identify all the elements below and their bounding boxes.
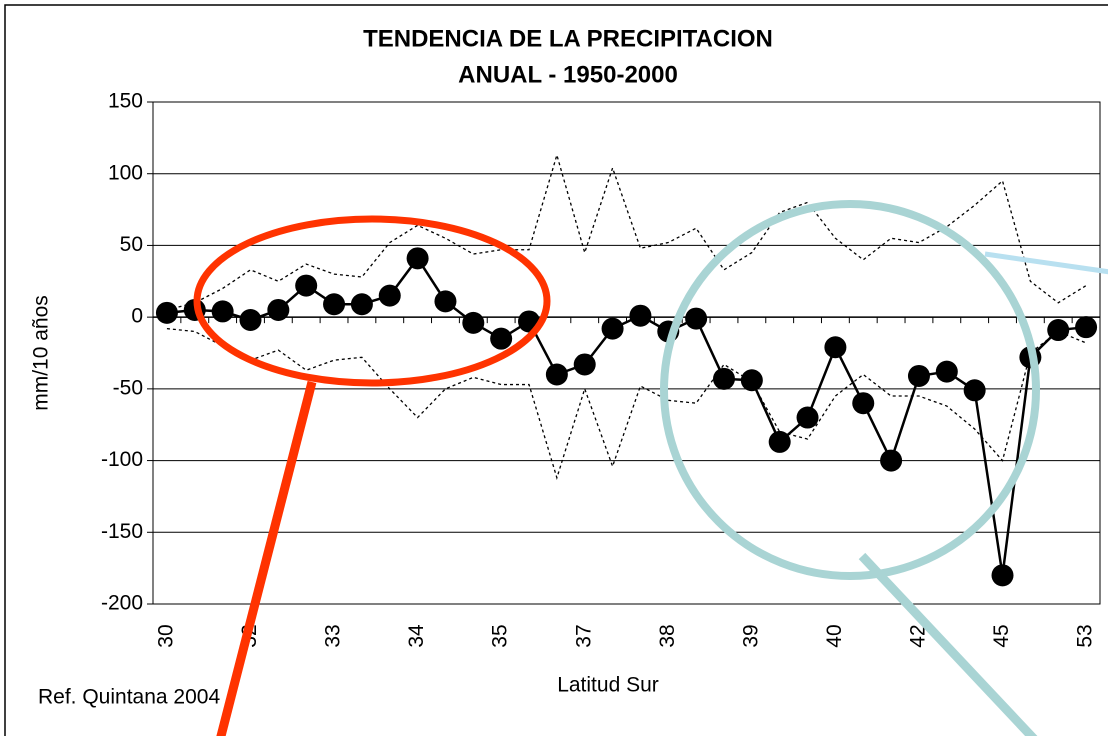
data-point (1075, 316, 1098, 339)
y-axis-label: mm/10 años (30, 295, 53, 411)
x-tick-label: 42 (907, 624, 930, 647)
data-point (880, 449, 903, 472)
y-tick-label: -150 (101, 520, 143, 543)
data-point (852, 392, 875, 415)
x-tick-label: 38 (656, 624, 679, 647)
x-tick-label: 39 (739, 624, 762, 647)
data-point (935, 360, 958, 383)
data-point (267, 298, 290, 321)
x-tick-label: 33 (322, 624, 345, 647)
x-tick-label: 40 (823, 624, 846, 647)
x-tick-label: 35 (489, 624, 512, 647)
chart-title: TENDENCIA DE LA PRECIPITACION (363, 25, 773, 52)
y-tick-label: -100 (101, 448, 143, 471)
data-point (685, 307, 708, 330)
y-tick-label: -200 (101, 592, 143, 615)
bound-line (166, 152, 1087, 311)
y-tick-label: 150 (108, 90, 143, 113)
y-tick-label: 0 (131, 305, 143, 328)
x-tick-label: 37 (572, 624, 595, 647)
annotation: Ref. Quintana 2004 (38, 686, 220, 709)
y-tick-label: 50 (120, 233, 143, 256)
x-tick-label: 53 (1074, 624, 1097, 647)
data-point (350, 293, 373, 316)
data-point (740, 369, 763, 392)
y-tick-label: -50 (113, 376, 143, 399)
data-point (545, 363, 568, 386)
pointer-line (858, 552, 1038, 736)
data-point (378, 284, 401, 307)
x-tick-label: 30 (154, 624, 177, 647)
data-point (434, 290, 457, 313)
data-point (323, 293, 346, 316)
data-point (211, 300, 234, 323)
data-point (239, 309, 262, 332)
data-point (295, 274, 318, 297)
data-point (462, 311, 485, 334)
data-point (601, 317, 624, 340)
highlight-ellipse (193, 215, 551, 387)
highlight-circle (660, 200, 1040, 580)
data-point (406, 247, 429, 270)
data-point (629, 304, 652, 327)
data-point (824, 336, 847, 359)
data-point (796, 406, 819, 429)
x-tick-label: 45 (990, 624, 1013, 647)
chart-title: ANUAL - 1950-2000 (458, 61, 678, 88)
data-point (991, 564, 1014, 587)
x-axis-label: Latitud Sur (557, 674, 659, 697)
data-point (907, 364, 930, 387)
data-point (963, 379, 986, 402)
pointer-line (216, 380, 317, 736)
pointer-line (984, 251, 1108, 275)
data-point (712, 367, 735, 390)
trend-line (166, 256, 1087, 576)
x-tick-label: 34 (405, 624, 428, 648)
data-point (490, 327, 513, 350)
data-point (768, 430, 791, 453)
data-point (155, 301, 178, 324)
data-point (1047, 319, 1070, 342)
data-point (573, 353, 596, 376)
overlay (193, 200, 1108, 736)
bound-line (166, 327, 1087, 481)
plot-border (152, 101, 1101, 605)
y-tick-label: 100 (108, 161, 143, 184)
